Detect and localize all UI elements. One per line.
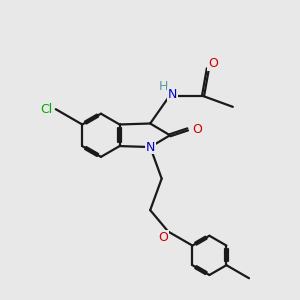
Text: O: O	[193, 123, 202, 136]
Text: Cl: Cl	[40, 103, 52, 116]
Text: O: O	[158, 231, 168, 244]
Text: N: N	[146, 141, 155, 154]
Text: H: H	[159, 80, 168, 93]
Text: N: N	[168, 88, 177, 100]
Text: O: O	[208, 57, 218, 70]
